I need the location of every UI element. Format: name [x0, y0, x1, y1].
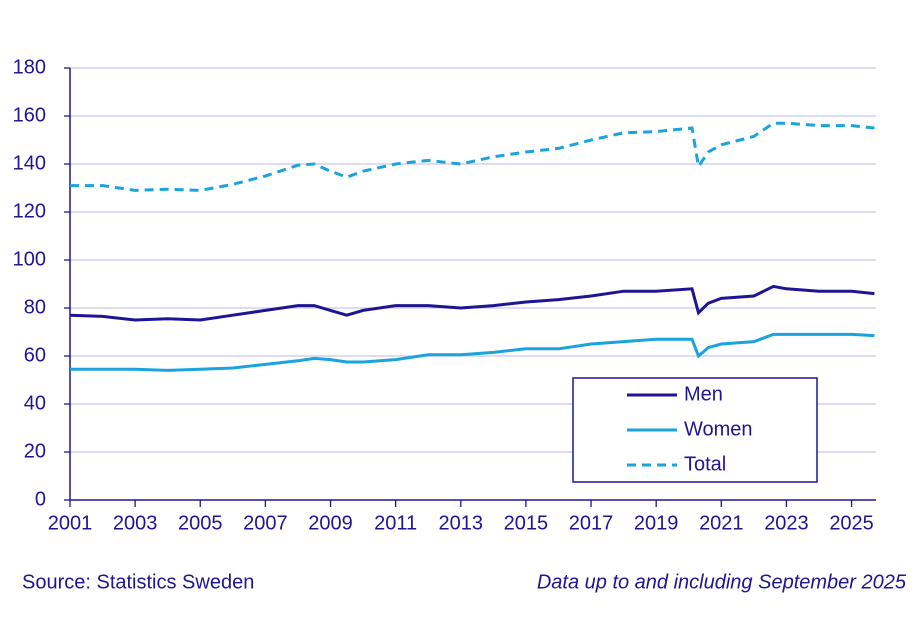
y-tick-label: 80 [24, 296, 46, 318]
legend-box [572, 377, 818, 483]
x-tick-label: 2005 [178, 512, 223, 534]
y-tick-label: 20 [24, 440, 46, 462]
legend-label: Women [684, 418, 753, 440]
series-line [69, 284, 875, 322]
y-tick-label: 160 [13, 104, 46, 126]
y-tick-label: 100 [13, 248, 46, 270]
legend-label: Men [684, 383, 723, 405]
series-line [70, 121, 875, 192]
x-tick-label: 2001 [48, 512, 93, 534]
x-tick-label: 2017 [569, 512, 614, 534]
y-tick-label: 40 [24, 392, 46, 414]
y-tick-label: 140 [13, 152, 46, 174]
x-tick-label: 2025 [829, 512, 874, 534]
x-tick-label: 2007 [243, 512, 288, 534]
x-tick-label: 2019 [634, 512, 679, 534]
y-tick-label: 60 [24, 344, 46, 366]
x-tick-label: 2009 [308, 512, 353, 534]
x-tick-label: 2003 [113, 512, 158, 534]
series-line [70, 332, 875, 372]
legend-label: Total [684, 453, 726, 475]
source: Source: Statistics Sweden [22, 571, 254, 593]
y-tick-label: 0 [35, 488, 46, 510]
note: Data up to and including September 2025 [537, 571, 907, 593]
x-tick-label: 2011 [374, 512, 417, 534]
y-tick-label: 180 [13, 56, 46, 78]
y-tick-label: 120 [13, 200, 46, 222]
x-tick-label: 2023 [764, 512, 809, 534]
x-tick-label: 2015 [504, 512, 549, 534]
x-tick-label: 2021 [699, 512, 744, 534]
x-tick-label: 2013 [439, 512, 484, 534]
